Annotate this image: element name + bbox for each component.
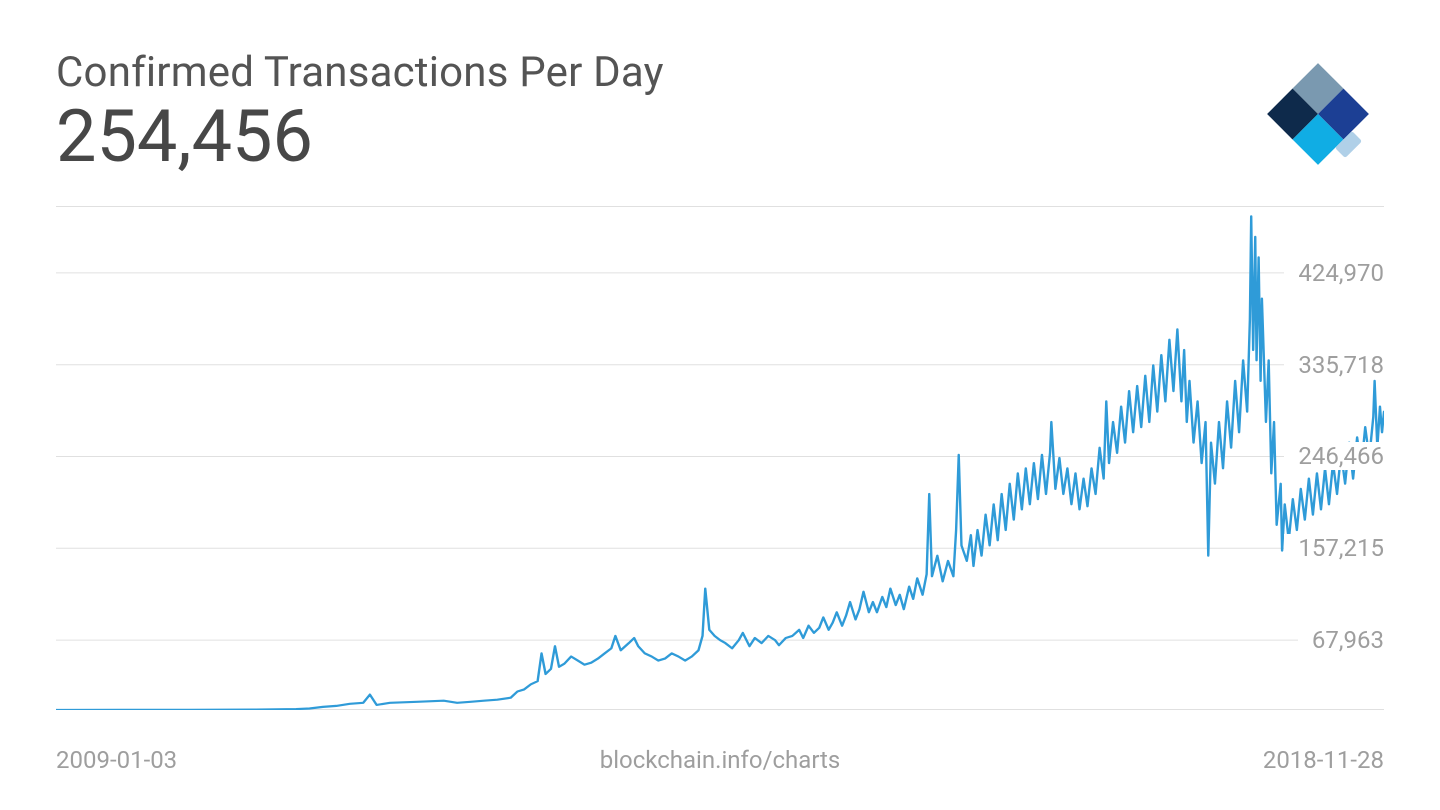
- y-tick-label: 335,718: [1284, 351, 1384, 379]
- y-tick-label: 424,970: [1284, 259, 1384, 287]
- y-tick-label: 246,466: [1284, 442, 1384, 470]
- line-chart-svg: [56, 206, 1384, 710]
- chart-current-value: 254,456: [56, 99, 664, 175]
- footer: 2009-01-03 blockchain.info/charts 2018-1…: [56, 746, 1384, 774]
- blockchain-logo-icon: [1258, 48, 1384, 178]
- y-tick-label: 157,215: [1284, 534, 1384, 562]
- header-text: Confirmed Transactions Per Day 254,456: [56, 48, 664, 175]
- transactions-series-line: [56, 216, 1384, 710]
- header: Confirmed Transactions Per Day 254,456: [56, 48, 1384, 178]
- chart-area: 67,963 157,215 246,466 335,718 424,970: [56, 206, 1384, 710]
- chart-card: Confirmed Transactions Per Day 254,456 6…: [0, 0, 1440, 810]
- x-axis-start-date: 2009-01-03: [56, 746, 177, 774]
- chart-title: Confirmed Transactions Per Day: [56, 48, 664, 97]
- x-axis-end-date: 2018-11-28: [1263, 746, 1384, 774]
- y-tick-label: 67,963: [1298, 626, 1384, 654]
- source-label: blockchain.info/charts: [600, 746, 841, 774]
